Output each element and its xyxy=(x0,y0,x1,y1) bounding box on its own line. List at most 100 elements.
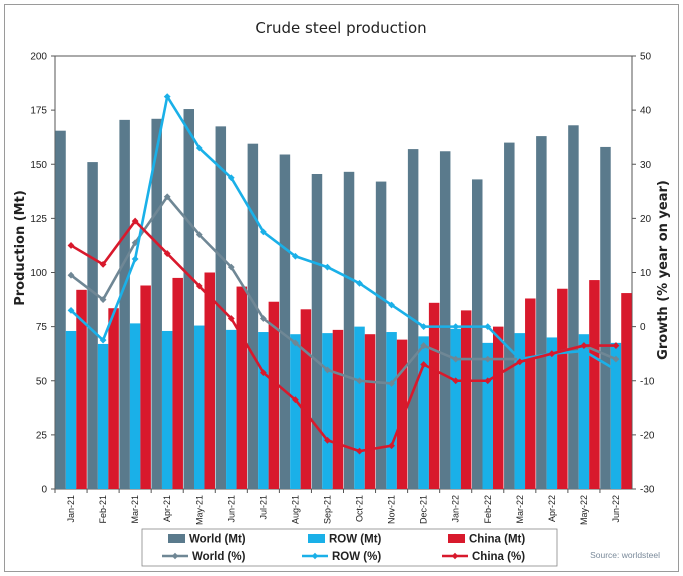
bar-world-mt xyxy=(343,171,355,489)
bar-row-mt xyxy=(226,329,237,489)
x-tick-label: May-21 xyxy=(194,495,204,525)
bar-china-mt xyxy=(364,334,376,489)
x-tick-label: Aug-21 xyxy=(290,495,300,524)
point-china xyxy=(356,447,363,455)
point-china xyxy=(227,315,235,322)
point-world xyxy=(227,263,235,271)
bar-row-mt xyxy=(161,330,173,489)
bar-china-mt xyxy=(108,308,119,489)
bar-world-mt xyxy=(600,146,611,489)
bar-world-mt xyxy=(87,162,98,489)
line-china xyxy=(70,219,616,453)
bar-china-mt xyxy=(140,285,151,489)
bar-china-mt xyxy=(460,310,472,489)
bar-china-mt xyxy=(525,298,536,489)
bar-row-mt xyxy=(514,333,526,489)
y-tick-label-right: 30 xyxy=(640,160,652,171)
point-row xyxy=(452,323,460,331)
bar-world-mt xyxy=(504,142,515,489)
legend-label: World (Mt) xyxy=(189,534,246,546)
x-tick-label: Jan-21 xyxy=(66,495,76,523)
bar-china-mt xyxy=(428,302,440,489)
bar-row-mt xyxy=(97,343,109,489)
x-tick-label: Apr-21 xyxy=(162,495,172,522)
legend-label: ROW (Mt) xyxy=(329,534,382,546)
x-tick-label: Jun-21 xyxy=(226,495,236,523)
point-row xyxy=(195,144,203,152)
point-china xyxy=(324,436,331,444)
point-world xyxy=(259,315,267,322)
x-tick-label: Mar-22 xyxy=(515,495,525,524)
bar-row-mt xyxy=(546,337,558,489)
y-tick-label-right: 0 xyxy=(640,322,646,333)
bar-row-mt xyxy=(129,323,141,489)
point-world xyxy=(99,296,107,303)
bar-china-mt xyxy=(172,277,183,489)
bar-row-mt xyxy=(258,332,269,489)
point-world xyxy=(356,377,363,385)
bar-row-mt xyxy=(354,326,365,489)
point-world xyxy=(612,355,620,363)
legend-marker xyxy=(311,552,319,560)
legend-marker xyxy=(171,552,179,560)
point-row xyxy=(292,252,299,260)
point-china xyxy=(452,377,460,385)
point-china xyxy=(163,250,171,257)
bar-world-mt xyxy=(55,130,66,489)
point-row xyxy=(259,228,267,236)
line-row xyxy=(70,95,617,372)
point-world xyxy=(452,355,460,363)
y-tick-label-right: 10 xyxy=(640,268,652,279)
point-china xyxy=(420,361,428,368)
point-world xyxy=(67,271,75,279)
point-china xyxy=(516,358,524,366)
point-row xyxy=(388,301,395,309)
point-world xyxy=(324,366,331,374)
point-row xyxy=(131,255,139,263)
x-tick-label: Nov-21 xyxy=(387,495,397,524)
bar-row-mt xyxy=(386,332,397,489)
legend-marker xyxy=(451,552,459,560)
point-world xyxy=(420,342,428,349)
bar-china-mt xyxy=(204,272,215,489)
bar-world-mt xyxy=(472,179,483,489)
point-row xyxy=(99,336,107,344)
y-axis-label-left: Production (Mt) xyxy=(13,190,28,306)
point-china xyxy=(580,342,588,349)
x-tick-label: Jun-22 xyxy=(611,495,621,523)
point-row xyxy=(324,263,331,271)
point-world xyxy=(131,239,139,247)
x-tick-label: Dec-21 xyxy=(419,495,429,524)
bar-china-mt xyxy=(493,326,504,489)
y-tick-label-left: 150 xyxy=(30,160,47,171)
bar-row-mt xyxy=(482,342,493,489)
point-world xyxy=(484,355,492,363)
bar-china-mt xyxy=(589,280,600,489)
y-tick-label-right: -30 xyxy=(640,485,655,496)
legend-box xyxy=(141,528,558,567)
y-tick-label-right: 40 xyxy=(640,106,652,117)
x-tick-label: Feb-22 xyxy=(483,495,493,524)
bar-world-mt xyxy=(119,119,130,490)
bar-china-mt xyxy=(76,289,87,489)
bar-china-mt xyxy=(332,329,344,489)
point-world xyxy=(163,193,171,201)
point-row xyxy=(484,323,492,331)
bar-world-mt xyxy=(311,173,323,489)
point-china xyxy=(388,442,395,450)
bar-china-mt xyxy=(396,339,408,489)
y-tick-label-left: 100 xyxy=(30,268,47,279)
bar-row-mt xyxy=(65,330,77,489)
y-tick-label-right: -20 xyxy=(640,430,655,441)
bar-row-mt xyxy=(290,334,301,489)
point-row xyxy=(420,323,428,331)
chart-title: Crude steel production xyxy=(255,19,426,37)
bar-row-mt xyxy=(578,334,590,489)
point-row xyxy=(580,347,588,355)
point-row xyxy=(612,366,620,374)
bar-china-mt xyxy=(236,286,248,489)
point-china xyxy=(292,396,299,404)
point-china xyxy=(195,282,203,290)
bar-world-mt xyxy=(183,109,194,489)
